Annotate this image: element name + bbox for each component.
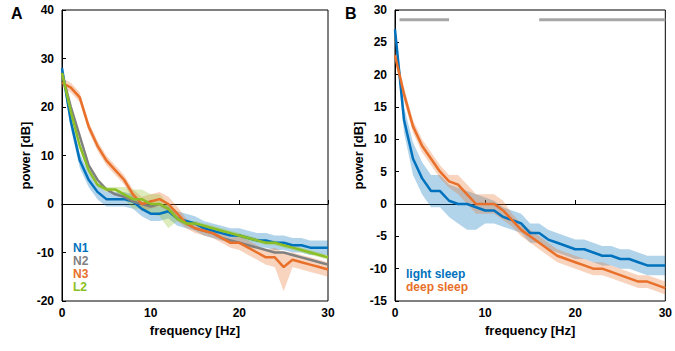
svg-text:20: 20: [233, 306, 247, 320]
svg-text:0: 0: [392, 306, 399, 320]
svg-text:frequency [Hz]: frequency [Hz]: [150, 323, 240, 338]
svg-text:15: 15: [374, 100, 388, 114]
svg-text:L2: L2: [73, 280, 87, 294]
svg-text:10: 10: [41, 149, 55, 163]
svg-text:30: 30: [41, 52, 55, 66]
svg-text:0: 0: [47, 197, 54, 211]
svg-text:0: 0: [380, 197, 387, 211]
svg-text:5: 5: [380, 165, 387, 179]
svg-text:power [dB]: power [dB]: [18, 122, 33, 190]
svg-text:N3: N3: [73, 267, 89, 281]
svg-text:-20: -20: [37, 294, 55, 308]
svg-text:30: 30: [321, 306, 335, 320]
svg-text:-15: -15: [370, 294, 388, 308]
svg-text:deep sleep: deep sleep: [406, 280, 468, 294]
svg-text:light sleep: light sleep: [406, 267, 465, 281]
svg-text:0: 0: [59, 306, 66, 320]
svg-text:20: 20: [374, 68, 388, 82]
svg-text:30: 30: [374, 3, 388, 17]
svg-text:10: 10: [374, 132, 388, 146]
svg-text:N2: N2: [73, 254, 89, 268]
svg-text:10: 10: [478, 306, 492, 320]
svg-text:N1: N1: [73, 241, 89, 255]
svg-text:-10: -10: [370, 262, 388, 276]
svg-text:A: A: [11, 5, 23, 22]
svg-text:frequency [Hz]: frequency [Hz]: [485, 323, 575, 338]
svg-text:-5: -5: [376, 229, 387, 243]
svg-text:10: 10: [144, 306, 158, 320]
svg-text:20: 20: [41, 100, 55, 114]
svg-text:power [dB]: power [dB]: [351, 122, 366, 190]
svg-text:30: 30: [659, 306, 673, 320]
svg-text:B: B: [345, 5, 357, 22]
svg-text:20: 20: [569, 306, 583, 320]
svg-text:25: 25: [374, 35, 388, 49]
svg-text:40: 40: [41, 3, 55, 17]
svg-text:-10: -10: [37, 246, 55, 260]
